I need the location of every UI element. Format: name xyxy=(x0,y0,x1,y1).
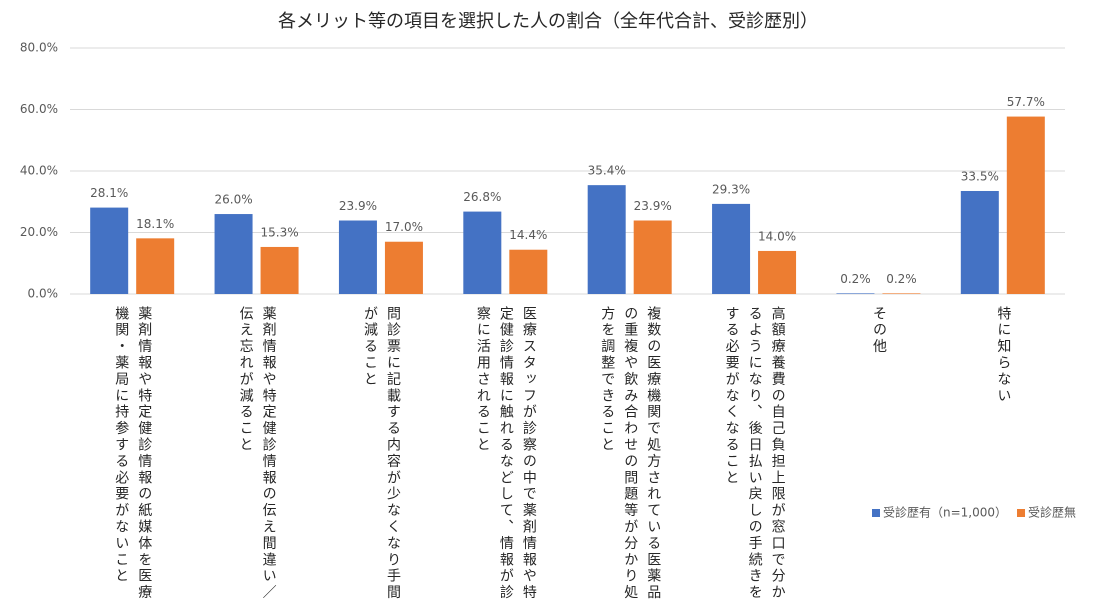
y-tick-label: 60.0% xyxy=(20,102,58,116)
bar xyxy=(587,185,626,294)
data-label: 23.9% xyxy=(339,199,377,213)
bar xyxy=(960,190,999,294)
bar xyxy=(214,214,253,294)
data-label: 14.4% xyxy=(509,228,547,242)
data-label: 14.0% xyxy=(758,229,796,243)
data-label: 0.2% xyxy=(886,272,917,286)
bar xyxy=(384,241,423,294)
y-tick-label: 40.0% xyxy=(20,164,58,178)
data-label: 35.4% xyxy=(588,164,626,178)
data-label: 26.8% xyxy=(463,190,501,204)
bar xyxy=(633,220,672,294)
data-label: 29.3% xyxy=(712,182,750,196)
data-label: 18.1% xyxy=(136,217,174,231)
bar xyxy=(712,203,751,294)
data-label: 23.9% xyxy=(634,199,672,213)
legend-swatch xyxy=(1017,509,1026,517)
legend-swatch xyxy=(872,509,880,517)
data-label: 0.2% xyxy=(840,272,871,286)
x-tick-label: その他 xyxy=(870,306,887,356)
x-tick-label: 高額療養費の自己負担上限が窓口で分か るようになり、後日払い戻しの手続きを する… xyxy=(723,306,786,602)
legend-label: 受診歴無 xyxy=(1028,505,1076,520)
data-label: 26.0% xyxy=(215,193,253,207)
data-label: 15.3% xyxy=(261,225,299,239)
bar xyxy=(509,249,548,294)
bar xyxy=(836,293,875,294)
bar xyxy=(758,250,797,294)
data-label: 57.7% xyxy=(1007,95,1045,109)
legend-label: 受診歴有（n=1,000） xyxy=(883,505,1007,520)
x-tick-label: 特に知らない xyxy=(995,306,1012,405)
x-tick-label: 医療スタッフが診察の中で薬剤情報や特 定健診情報に触れるなどして、情報が診 察に… xyxy=(474,306,537,602)
x-tick-label: 複数の医療機関で処方されている医薬品 の重複や飲み合わせの問題等が分かり処 方を… xyxy=(599,306,662,602)
data-label: 28.1% xyxy=(90,186,128,200)
x-tick-label: 薬剤情報や特定健診情報の伝え間違い／ 伝え忘れが減ること xyxy=(237,306,277,602)
data-label: 33.5% xyxy=(961,169,999,183)
y-tick-label: 80.0% xyxy=(20,41,58,55)
x-tick-label: 薬剤情報や特定健診情報の紙媒体を医療 機関・薬局に持参する必要がないこと xyxy=(113,306,153,602)
bar xyxy=(338,220,377,294)
y-tick-label: 20.0% xyxy=(20,225,58,239)
bar xyxy=(463,211,502,294)
data-label: 17.0% xyxy=(385,220,423,234)
bar xyxy=(1006,116,1045,294)
bar xyxy=(882,293,921,294)
bar xyxy=(136,238,175,294)
x-tick-label: 問診票に記載する内容が少なくなり手間 が減ること xyxy=(361,306,401,602)
bar xyxy=(90,207,129,294)
bar xyxy=(260,246,299,294)
chart-title: 各メリット等の項目を選択した人の割合（全年代合計、受診歴別） xyxy=(278,11,818,32)
y-tick-label: 0.0% xyxy=(28,287,59,301)
